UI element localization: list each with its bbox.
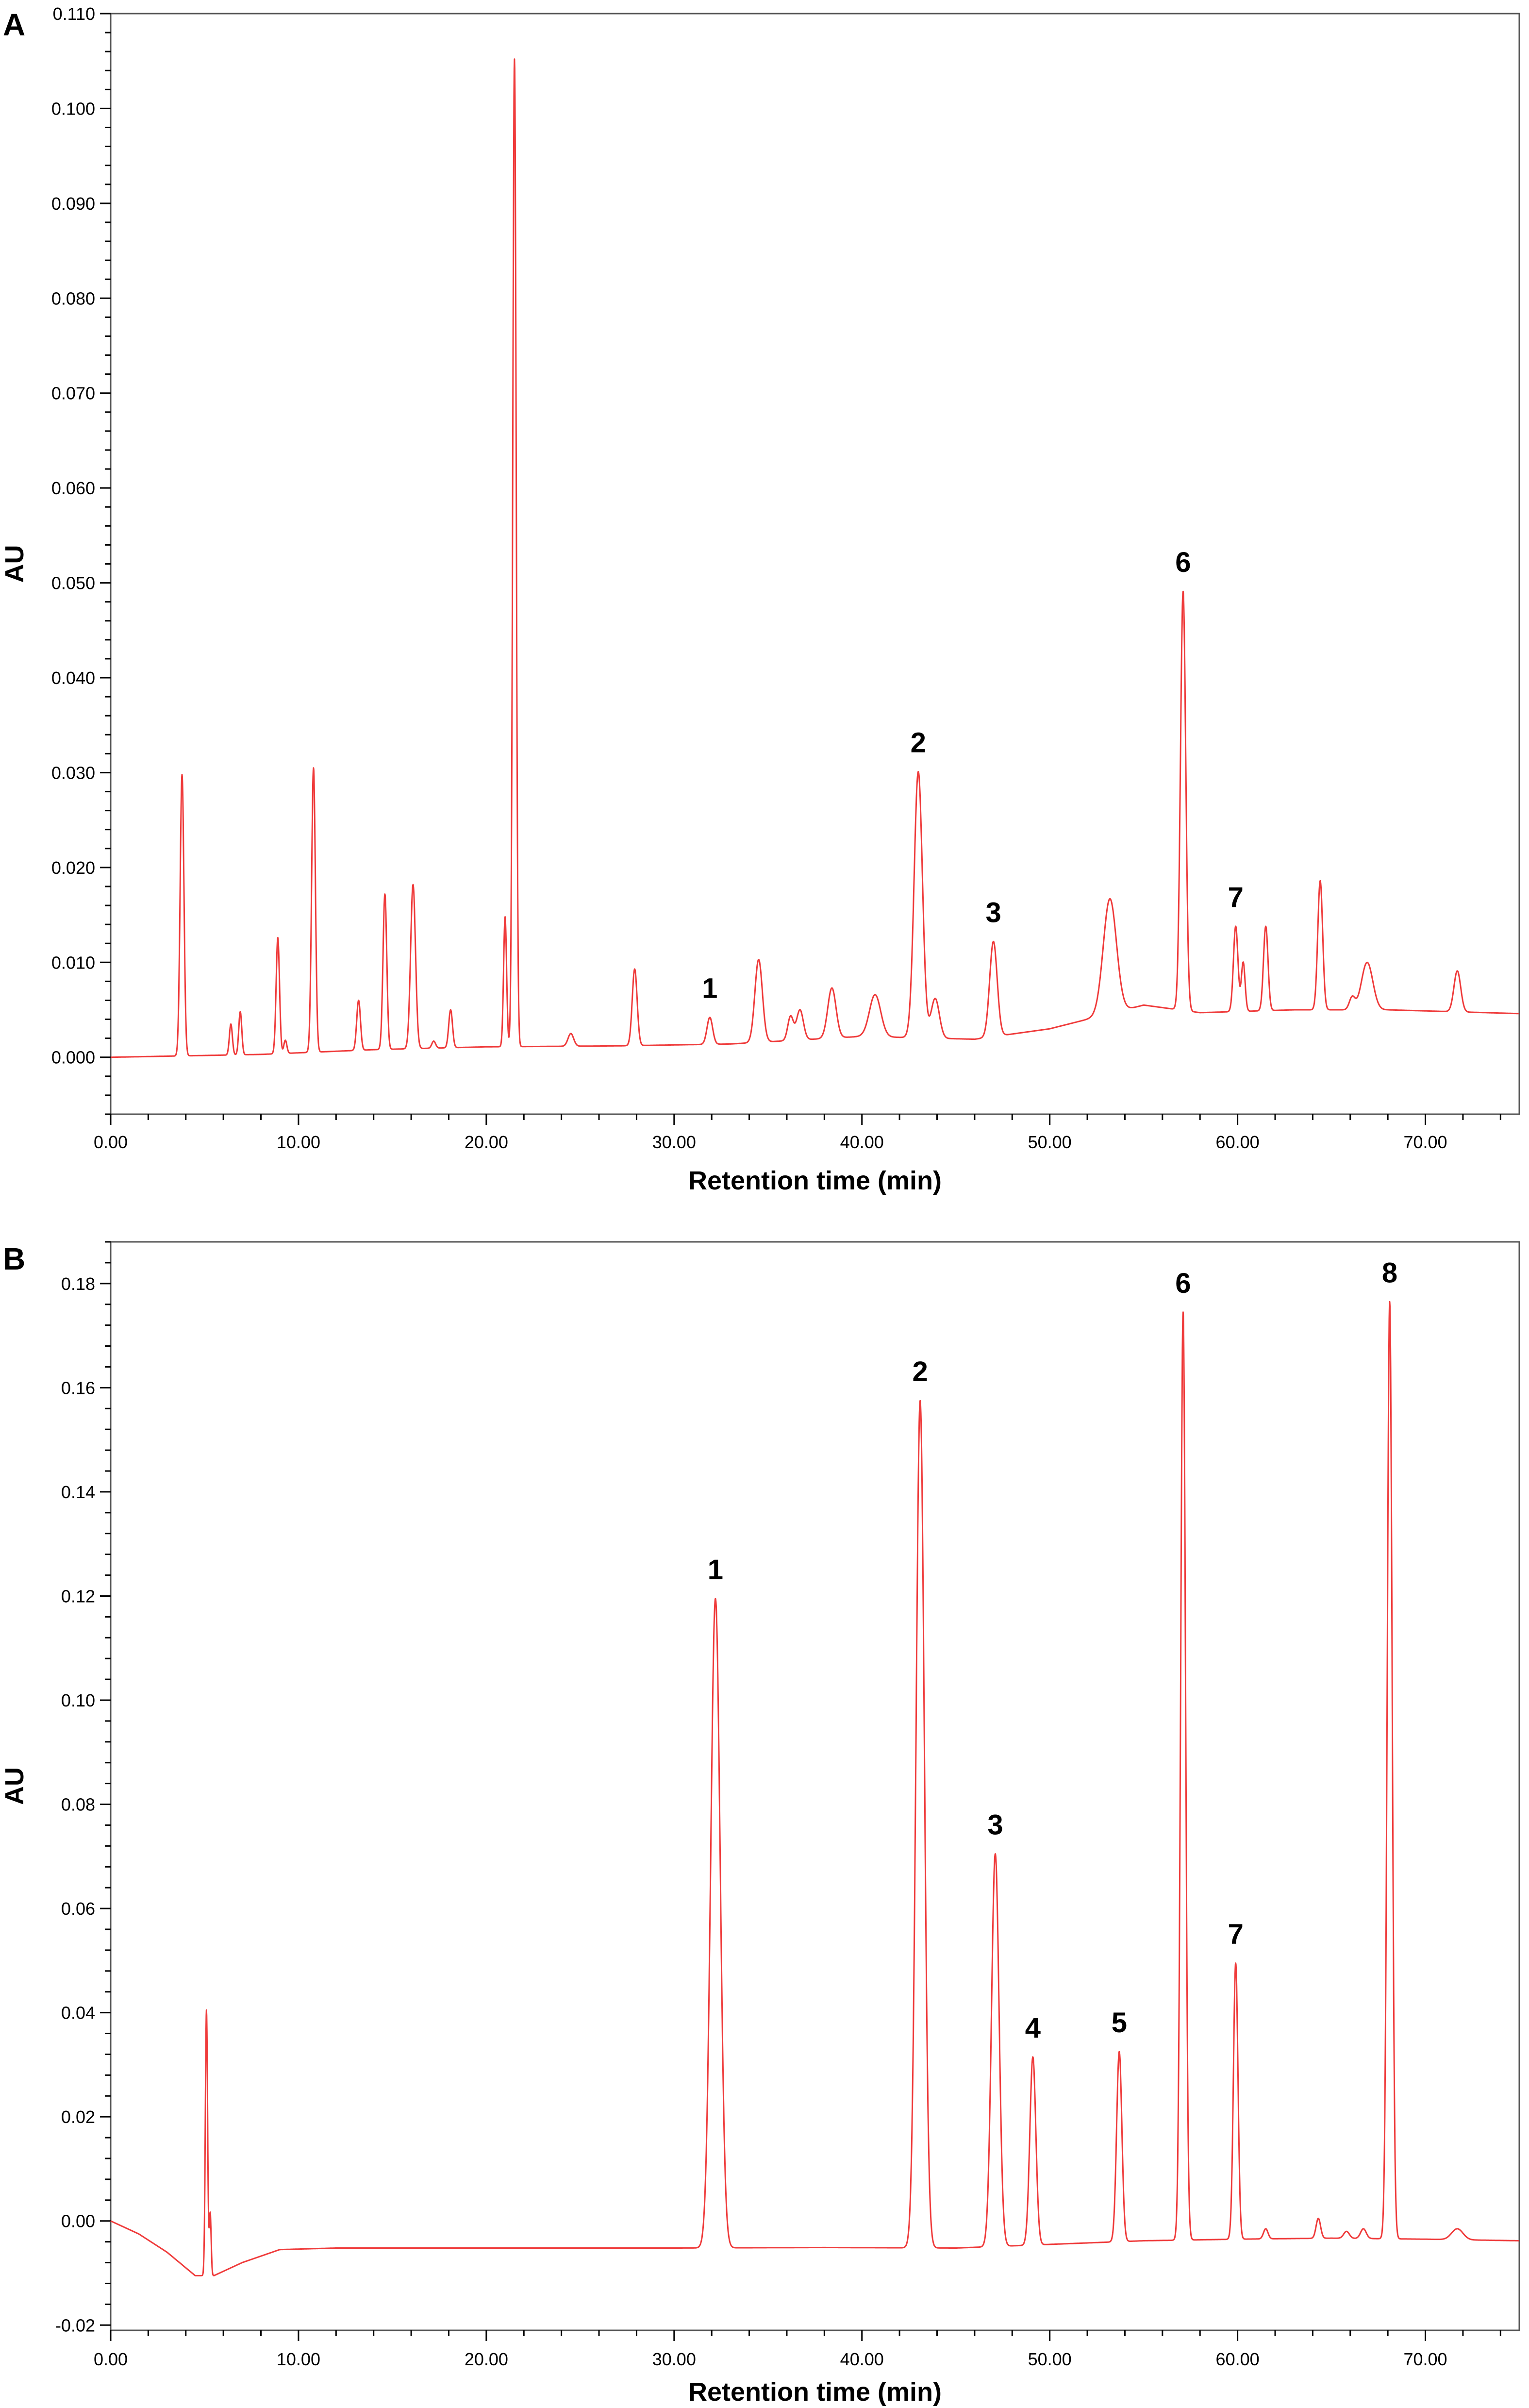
- peak-label-6: 6: [1175, 547, 1191, 578]
- y-tick-label: 0.16: [61, 1378, 95, 1398]
- peak-label-1: 1: [702, 973, 717, 1004]
- y-tick-label: 0.040: [51, 668, 95, 688]
- peak-label-1: 1: [708, 1554, 723, 1586]
- peak-label-7: 7: [1228, 882, 1244, 913]
- x-axis-title: Retention time (min): [688, 1166, 942, 1195]
- y-tick-label: 0.030: [51, 763, 95, 783]
- y-tick-label: 0.06: [61, 1899, 95, 1919]
- x-tick-label: 10.00: [277, 1132, 320, 1152]
- plot-frame: [110, 13, 1520, 1115]
- y-tick-label: 0.010: [51, 953, 95, 972]
- x-tick-label: 70.00: [1403, 2349, 1447, 2369]
- x-tick-label: 40.00: [840, 1132, 884, 1152]
- chromatogram-trace: [110, 1301, 1520, 2276]
- y-tick-label: 0.12: [61, 1586, 95, 1606]
- chromatogram-a-plot: 0.00 10.00 20.00 30.00 40.00 50.00 60.00 70.000…: [0, 4, 1520, 1195]
- chromatogram-panel-a: A 0.00 10.00 20.00 30.00 40.00 50.00 60.00 70.0…: [0, 4, 1520, 1195]
- y-tick-label: 0.050: [51, 573, 95, 593]
- peak-label-7: 7: [1228, 1919, 1244, 1950]
- peak-label-3: 3: [987, 1809, 1003, 1840]
- x-tick-label: 0.00: [94, 2349, 128, 2369]
- y-tick-label: -0.02: [55, 2315, 95, 2335]
- x-tick-label: 10.00: [277, 2349, 320, 2369]
- y-axis-title: AU: [0, 545, 29, 583]
- x-tick-label: 30.00: [652, 2349, 696, 2369]
- y-tick-label: 0.080: [51, 288, 95, 308]
- chromatogram-trace: [110, 58, 1520, 1058]
- x-tick-label: 40.00: [840, 2349, 884, 2369]
- peak-label-2: 2: [913, 1356, 928, 1388]
- x-tick-label: 50.00: [1028, 1132, 1072, 1152]
- y-tick-label: 0.020: [51, 858, 95, 878]
- y-tick-label: 0.18: [61, 1274, 95, 1294]
- y-tick-label: 0.110: [53, 4, 95, 24]
- y-tick-label: 0.000: [51, 1048, 95, 1068]
- x-tick-label: 60.00: [1216, 1132, 1260, 1152]
- y-tick-label: 0.070: [51, 384, 95, 403]
- plot-frame: [110, 1241, 1520, 2331]
- peak-label-5: 5: [1112, 2007, 1127, 2039]
- chromatogram-b-plot: 0.00 10.00 20.00 30.00 40.00 50.00 60.00 70.00-…: [0, 1241, 1520, 2407]
- y-tick-label: 0.10: [61, 1690, 95, 1710]
- y-tick-label: 0.14: [61, 1482, 95, 1502]
- x-tick-label: 20.00: [465, 2349, 508, 2369]
- y-axis-title: AU: [0, 1767, 29, 1805]
- peak-label-6: 6: [1175, 1268, 1191, 1299]
- y-tick-label: 0.00: [61, 2211, 95, 2231]
- peak-label-8: 8: [1382, 1257, 1397, 1288]
- y-tick-label: 0.02: [61, 2107, 95, 2127]
- panel-letter: A: [3, 7, 26, 42]
- x-tick-label: 20.00: [465, 1132, 508, 1152]
- y-tick-label: 0.060: [51, 478, 95, 498]
- x-tick-label: 30.00: [652, 1132, 696, 1152]
- chromatogram-panel-b: B 0.00 10.00 20.00 30.00 40.00 50.00 60.00 70.0…: [0, 1204, 1529, 2408]
- x-tick-label: 70.00: [1403, 1132, 1447, 1152]
- y-tick-label: 0.090: [51, 194, 95, 214]
- x-axis-title: Retention time (min): [688, 2377, 942, 2407]
- panel-letter: B: [3, 1241, 26, 1276]
- peak-label-2: 2: [911, 727, 926, 758]
- peak-label-4: 4: [1025, 2012, 1041, 2044]
- peak-label-3: 3: [985, 897, 1001, 928]
- y-tick-label: 0.100: [51, 99, 95, 118]
- y-tick-label: 0.04: [61, 2003, 95, 2023]
- x-tick-label: 0.00: [94, 1132, 128, 1152]
- y-tick-label: 0.08: [61, 1795, 95, 1815]
- x-tick-label: 60.00: [1216, 2349, 1260, 2369]
- x-tick-label: 50.00: [1028, 2349, 1072, 2369]
